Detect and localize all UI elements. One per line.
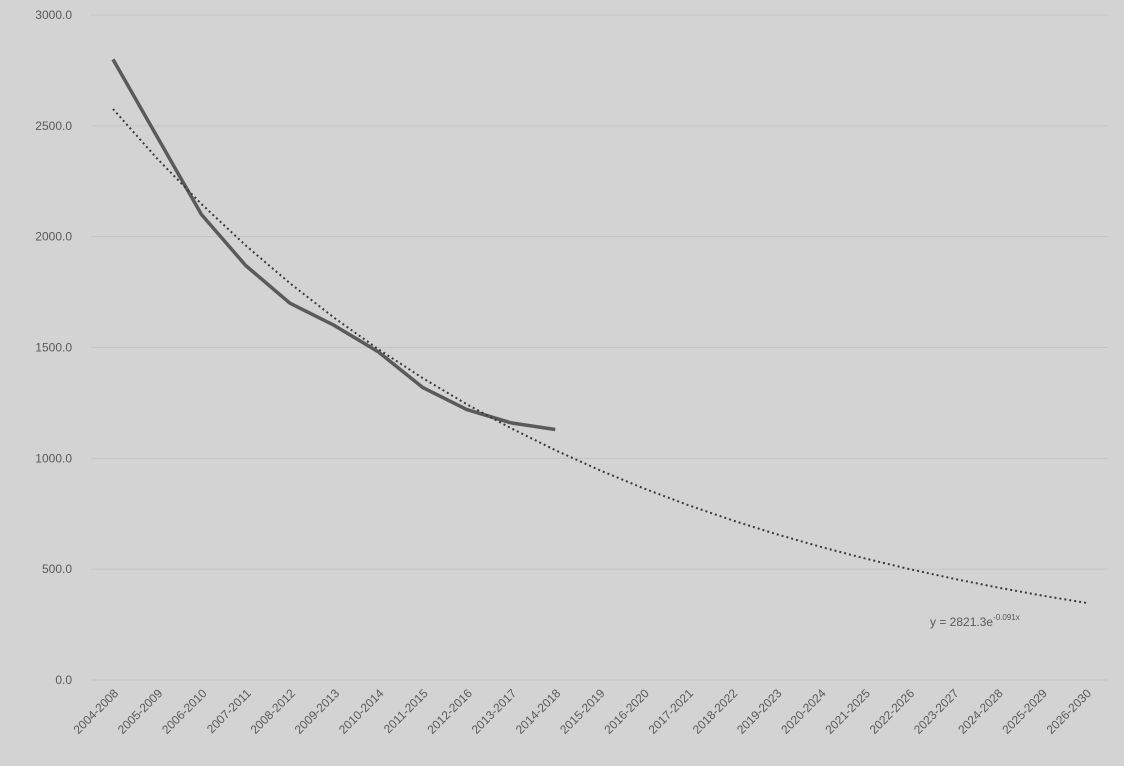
- x-tick-label: 2012-2016: [424, 686, 475, 737]
- x-tick-label: 2026-2030: [1044, 686, 1095, 737]
- trendline: [112, 108, 1087, 604]
- x-tick-label: 2018-2022: [690, 686, 741, 737]
- data-line: [111, 58, 556, 432]
- x-tick-label: 2011-2015: [381, 686, 431, 736]
- x-tick-label: 2024-2028: [955, 686, 1006, 737]
- x-tick-label: 2010-2014: [336, 686, 387, 737]
- x-tick-label: 2014-2018: [513, 686, 564, 737]
- x-tick-label: 2007-2011: [204, 686, 254, 736]
- trendline-equation: y = 2821.3e-0.091x: [930, 613, 1020, 629]
- x-tick-label: 2005-2009: [115, 686, 166, 737]
- x-tick-label: 2023-2027: [911, 686, 962, 737]
- y-tick-label: 500.0: [42, 562, 72, 576]
- x-tick-label: 2025-2029: [999, 686, 1050, 737]
- x-tick-label: 2017-2021: [646, 686, 697, 737]
- x-tick-label: 2016-2020: [601, 686, 652, 737]
- x-tick-label: 2021-2025: [823, 686, 874, 737]
- x-tick-label: 2015-2019: [557, 686, 608, 737]
- y-tick-label: 2500.0: [35, 119, 72, 133]
- y-tick-label: 3000.0: [35, 8, 72, 22]
- equation-base: y = 2821.3e: [930, 615, 993, 629]
- y-tick-label: 1500.0: [35, 341, 72, 355]
- x-tick-label: 2013-2017: [469, 686, 520, 737]
- x-tick-label: 2022-2026: [867, 686, 918, 737]
- y-tick-label: 0.0: [55, 673, 72, 687]
- x-tick-label: 2006-2010: [159, 686, 210, 737]
- x-tick-label: 2008-2012: [248, 686, 299, 737]
- x-tick-label: 2009-2013: [292, 686, 343, 737]
- x-tick-label: 2019-2023: [734, 686, 785, 737]
- y-tick-label: 1000.0: [35, 451, 72, 465]
- y-tick-label: 2000.0: [35, 230, 72, 244]
- x-tick-label: 2004-2008: [71, 686, 122, 737]
- equation-exponent: -0.091x: [993, 613, 1020, 622]
- x-tick-label: 2020-2024: [778, 686, 829, 737]
